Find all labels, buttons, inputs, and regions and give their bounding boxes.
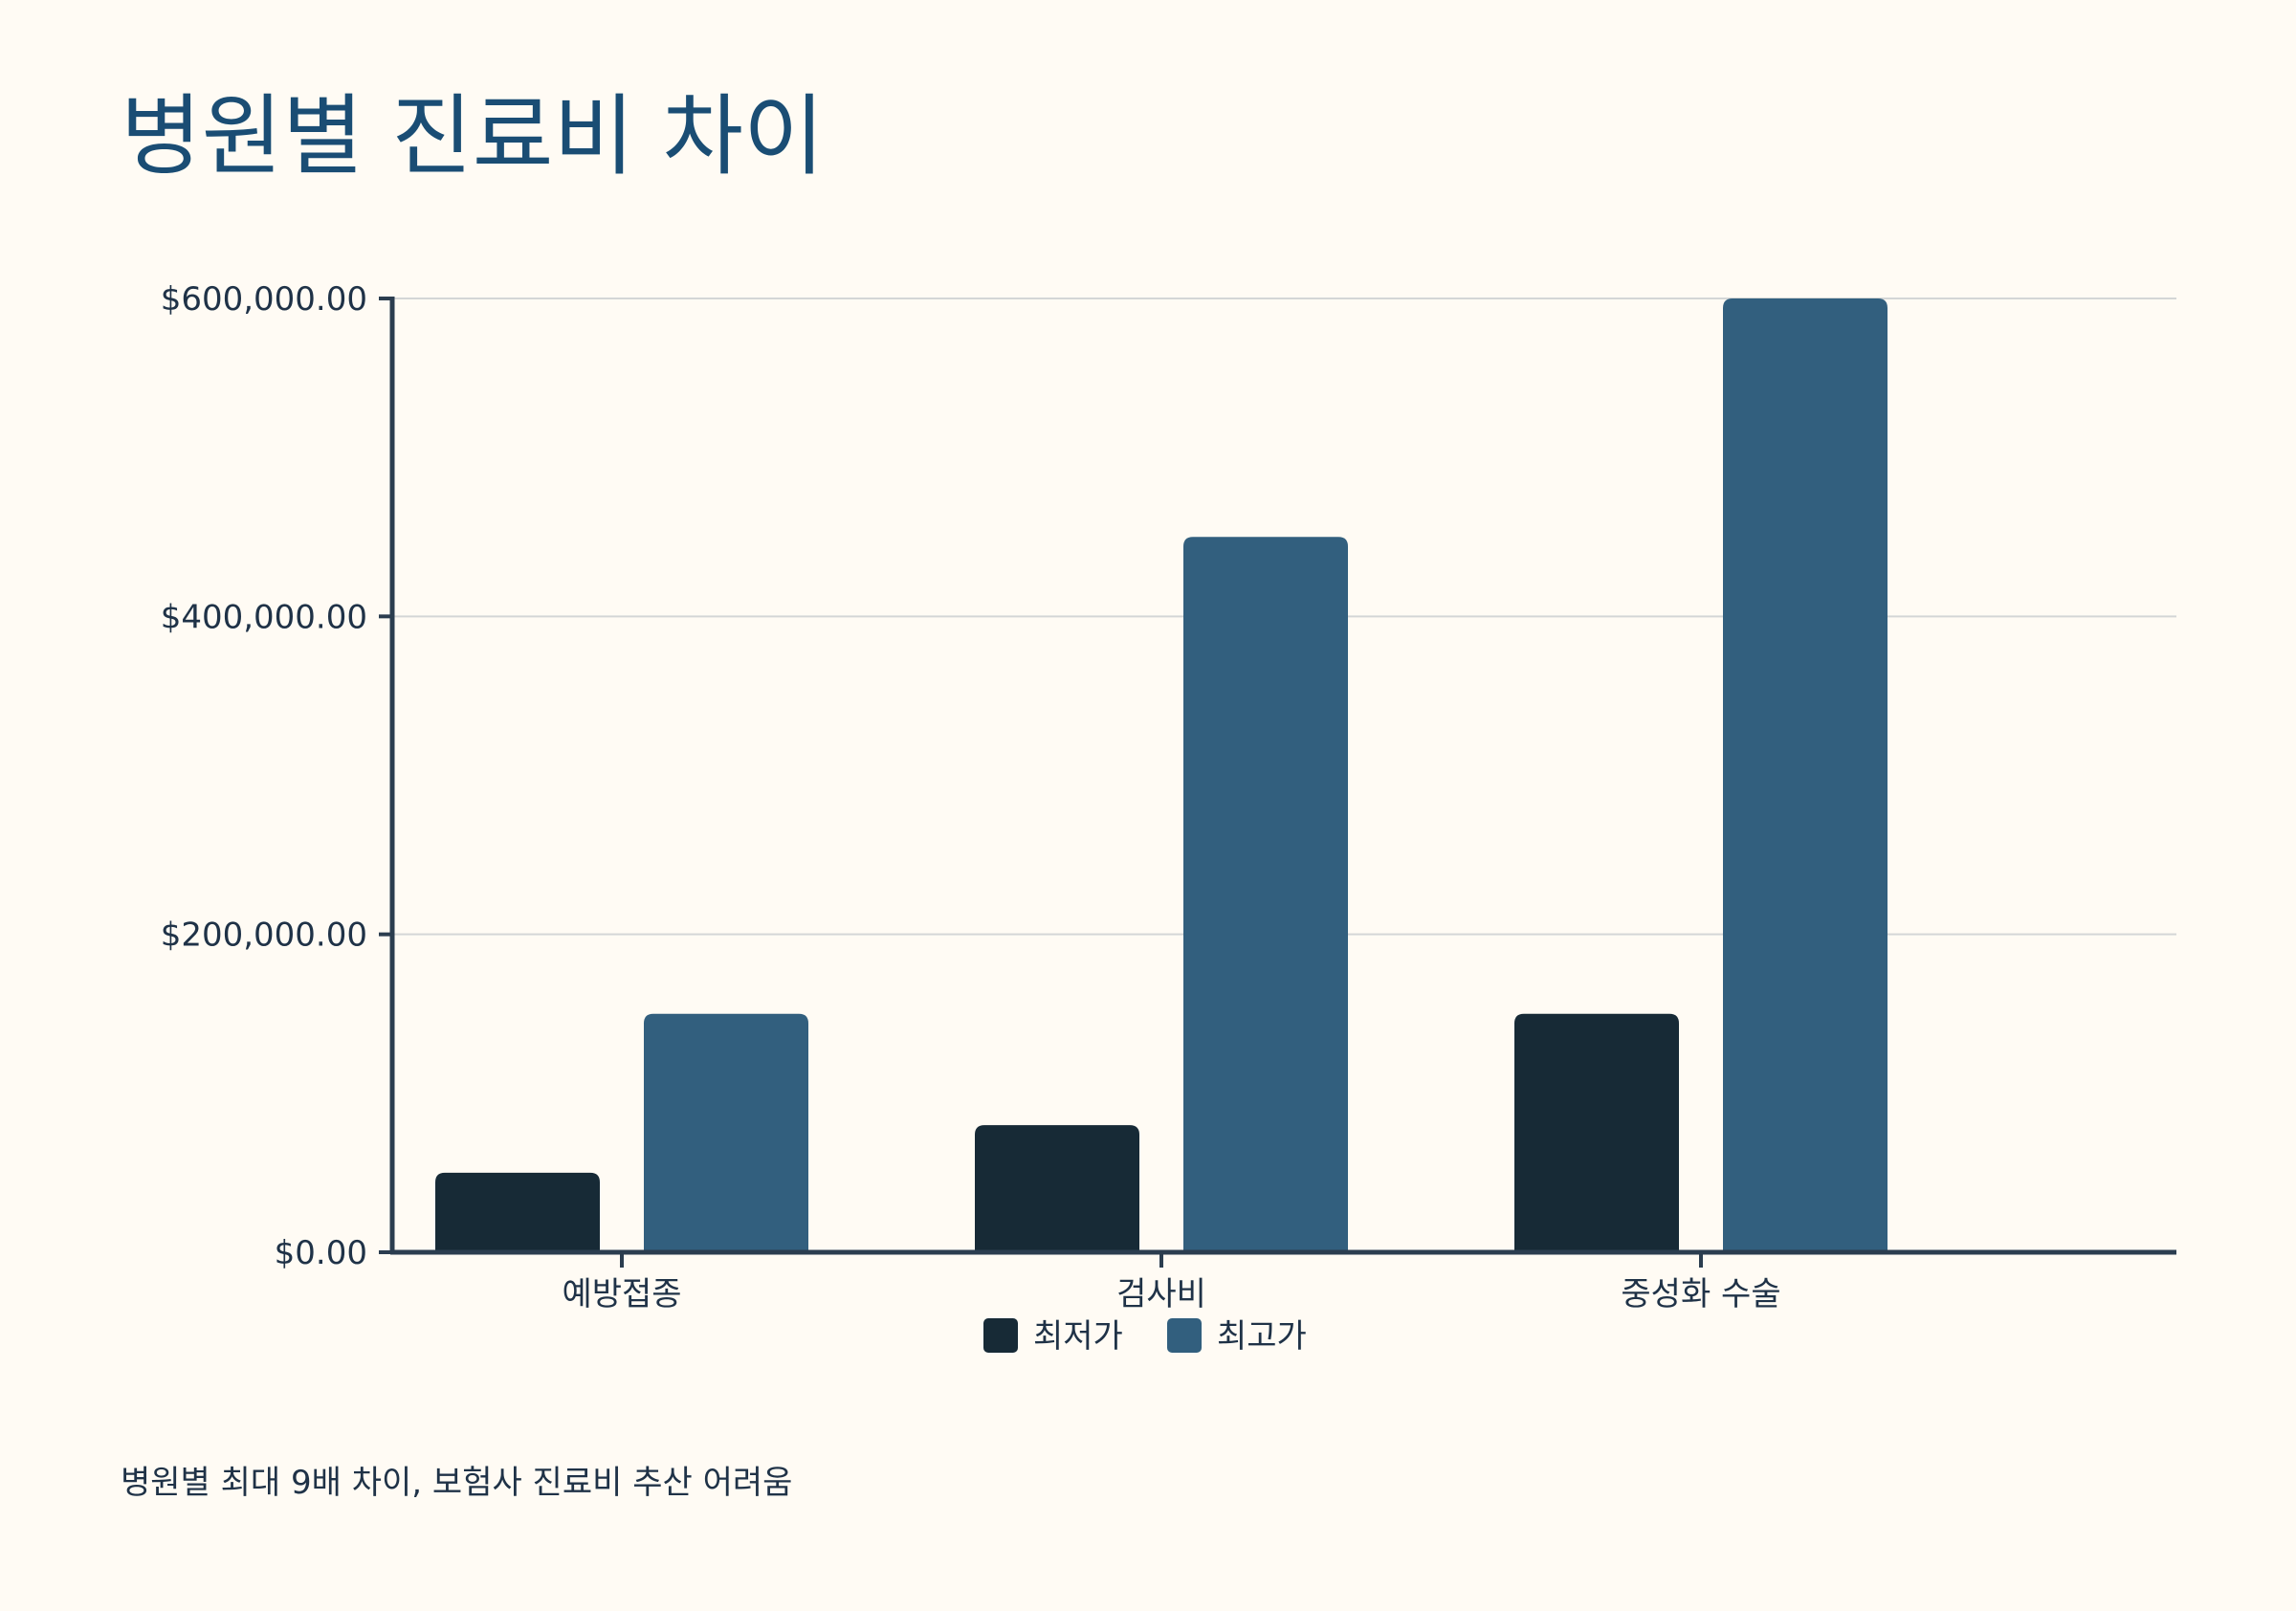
legend-label: 최저가 xyxy=(1033,1317,1123,1356)
bar-max xyxy=(1723,298,1888,1252)
y-ticks: $0.00 $200,000.00 $400,000.00 $600,000.00 xyxy=(161,280,392,1272)
axes xyxy=(389,297,2176,1255)
x-tick-label: 중성화 수술 xyxy=(1621,1275,1780,1313)
chart-note: 병원별 최대 9배 차이, 보험사 진료비 추산 어려움 xyxy=(121,1464,793,1502)
legend-label: 최고가 xyxy=(1217,1317,1307,1356)
bar-min xyxy=(1514,1013,1679,1252)
bars xyxy=(435,298,1888,1252)
legend: 최저가 최고가 xyxy=(983,1317,1307,1356)
x-tick-label: 예방접종 xyxy=(562,1275,681,1313)
bar-max xyxy=(1183,537,1348,1252)
y-tick-label: $200,000.00 xyxy=(161,916,367,955)
bar-min xyxy=(975,1125,1139,1252)
y-tick-label: $0.00 xyxy=(275,1234,367,1272)
bar-max xyxy=(644,1013,808,1252)
y-tick-label: $400,000.00 xyxy=(161,598,367,636)
chart-title: 병원별 진료비 차이 xyxy=(121,85,825,188)
bar-min xyxy=(435,1172,600,1252)
x-tick-label: 검사비 xyxy=(1116,1275,1206,1313)
y-tick-label: $600,000.00 xyxy=(161,280,367,319)
legend-swatch xyxy=(983,1318,1018,1353)
legend-swatch xyxy=(1167,1318,1202,1353)
x-ticks: 예방접종 검사비 중성화 수술 xyxy=(562,1252,1781,1313)
